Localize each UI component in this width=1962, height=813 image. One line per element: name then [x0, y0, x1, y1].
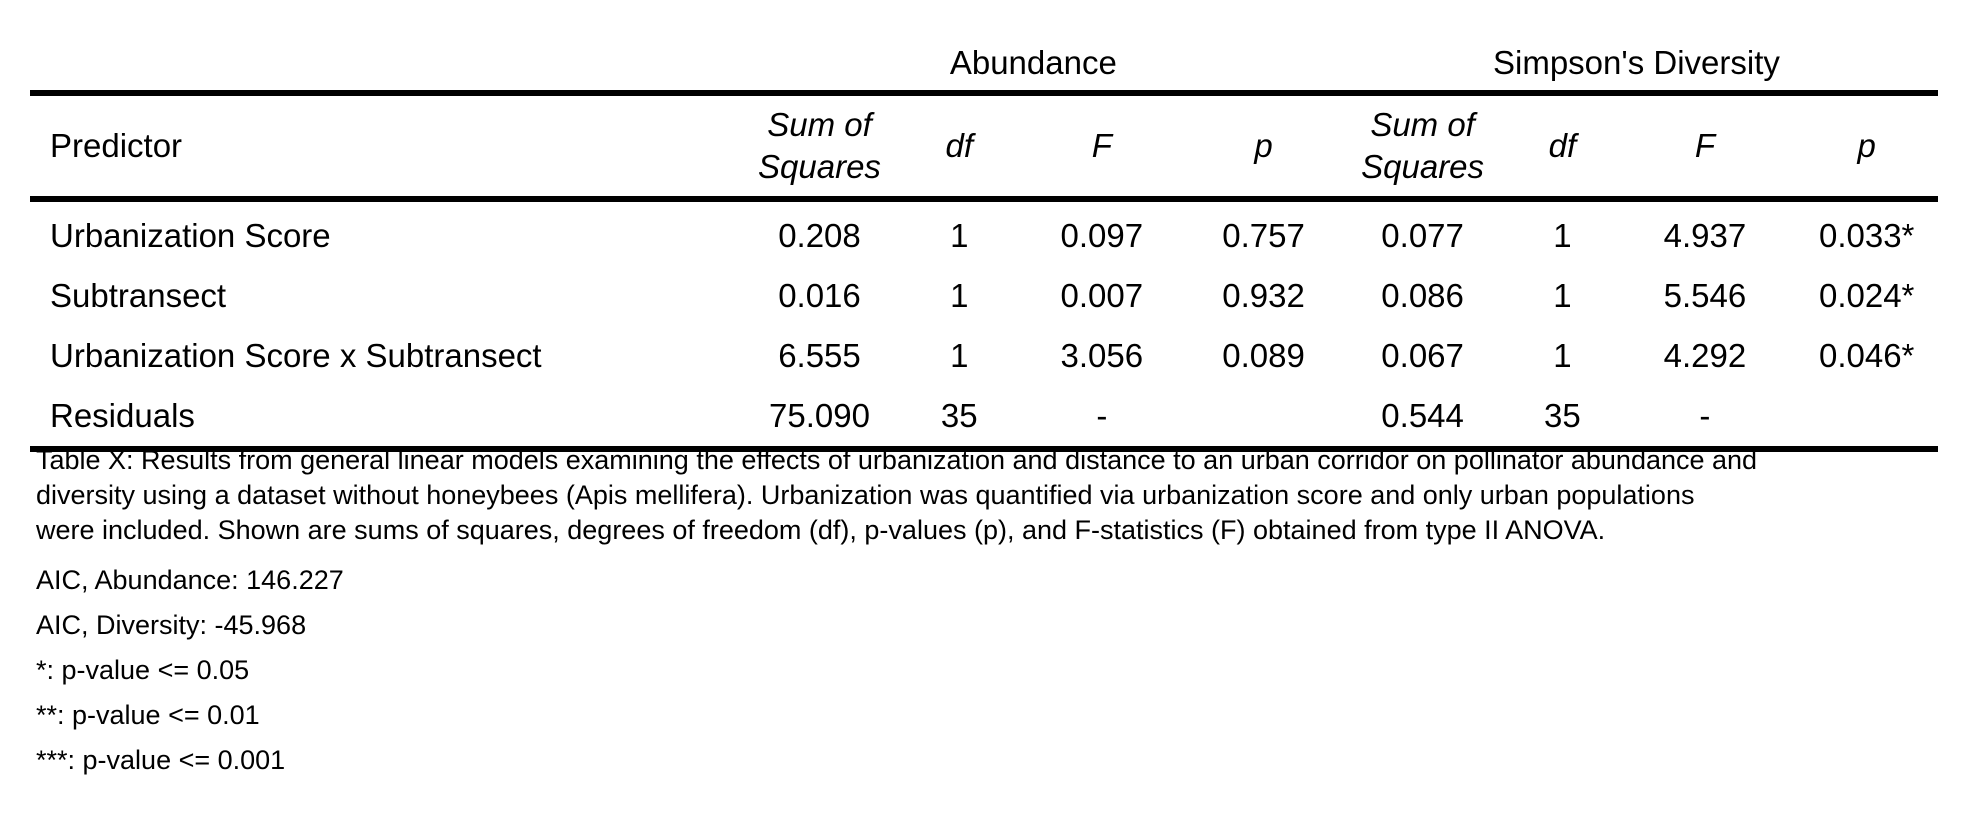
- header-ss-line2: Squares: [1361, 148, 1485, 185]
- table-row: Urbanization Score x Subtransect 6.555 1…: [30, 326, 1938, 386]
- group-header-diversity: Simpson's Diversity: [1334, 30, 1938, 96]
- header-diversity-f: F: [1614, 93, 1796, 202]
- diversity-p-cell: [1795, 386, 1938, 452]
- header-diversity-p: p: [1795, 93, 1938, 202]
- table-notes: AIC, Abundance: 146.227 AIC, Diversity: …: [36, 563, 344, 788]
- aic-abundance-note: AIC, Abundance: 146.227: [36, 565, 344, 595]
- anova-table: Abundance Simpson's Diversity Predictor …: [30, 30, 1938, 452]
- abundance-ss-cell: 0.016: [778, 277, 861, 314]
- diversity-f-cell: 5.546: [1663, 277, 1747, 314]
- table-row: Urbanization Score 0.208 1 0.097 0.757 0…: [30, 199, 1938, 266]
- abundance-df-cell: 1: [950, 277, 969, 314]
- anova-table-container: Abundance Simpson's Diversity Predictor …: [30, 30, 1938, 452]
- abundance-ss-cell: 6.555: [778, 337, 861, 374]
- aic-diversity-note: AIC, Diversity: -45.968: [36, 610, 307, 640]
- significance-note-3: ***: p-value <= 0.001: [36, 745, 286, 775]
- diversity-p-cell: 0.046*: [1818, 337, 1915, 374]
- header-abundance-df: df: [907, 93, 1012, 202]
- abundance-df-cell: 35: [907, 386, 1012, 452]
- diversity-p-cell: 0.024*: [1818, 277, 1915, 314]
- header-diversity-sum-of-squares: Sum of Squares: [1334, 93, 1511, 202]
- caption-line: diversity using a dataset without honeyb…: [36, 480, 1695, 510]
- header-abundance-sum-of-squares: Sum of Squares: [731, 93, 908, 202]
- diversity-df-cell: 35: [1510, 386, 1615, 452]
- header-abundance-p: p: [1192, 93, 1335, 202]
- abundance-df-cell: 1: [950, 337, 969, 374]
- diversity-df-cell: 1: [1553, 337, 1572, 374]
- abundance-p-cell: 0.757: [1222, 217, 1305, 254]
- diversity-ss-cell: 0.086: [1381, 277, 1464, 314]
- diversity-f-cell: 4.937: [1663, 217, 1747, 254]
- header-diversity-df: df: [1510, 93, 1615, 202]
- predictor-cell: Subtransect: [50, 277, 227, 314]
- abundance-f-cell: 0.007: [1060, 277, 1144, 314]
- group-header-abundance: Abundance: [731, 30, 1335, 96]
- header-abundance-f: F: [1011, 93, 1193, 202]
- abundance-p-cell: [1192, 386, 1335, 452]
- header-ss-line2: Squares: [758, 148, 881, 185]
- abundance-df-cell: 1: [950, 217, 969, 254]
- diversity-ss-cell: 0.077: [1381, 217, 1464, 254]
- diversity-df-cell: 1: [1553, 217, 1572, 254]
- diversity-df-cell: 1: [1553, 277, 1572, 314]
- column-header-row: Predictor Sum of Squares df F p Sum of S…: [30, 93, 1938, 202]
- abundance-f-cell: 0.097: [1060, 217, 1144, 254]
- caption-line: were included. Shown are sums of squares…: [36, 515, 1606, 545]
- predictor-cell: Residuals: [30, 386, 732, 452]
- group-header-blank: [30, 30, 732, 96]
- diversity-ss-cell: 0.067: [1381, 337, 1464, 374]
- table-row: Subtransect 0.016 1 0.007 0.932 0.086 1 …: [30, 266, 1938, 326]
- diversity-p-cell: 0.033*: [1818, 217, 1915, 254]
- header-predictor: Predictor: [30, 93, 732, 202]
- predictor-cell: Urbanization Score x Subtransect: [50, 337, 542, 374]
- significance-note-1: *: p-value <= 0.05: [36, 655, 250, 685]
- caption-line: Table X: Results from general linear mod…: [36, 445, 1758, 475]
- abundance-p-cell: 0.089: [1222, 337, 1305, 374]
- abundance-ss-cell: 0.208: [778, 217, 861, 254]
- table-row: Residuals 75.090 35 - 0.544 35 -: [30, 386, 1938, 452]
- header-ss-line1: Sum of: [767, 106, 872, 143]
- table-caption: Table X: Results from general linear mod…: [36, 443, 1936, 548]
- diversity-f-cell: -: [1614, 386, 1796, 452]
- predictor-cell: Urbanization Score: [50, 217, 331, 254]
- significance-note-2: **: p-value <= 0.01: [36, 700, 260, 730]
- abundance-f-cell: -: [1011, 386, 1193, 452]
- header-ss-line1: Sum of: [1370, 106, 1475, 143]
- diversity-f-cell: 4.292: [1663, 337, 1747, 374]
- diversity-ss-cell: 0.544: [1334, 386, 1511, 452]
- group-header-row: Abundance Simpson's Diversity: [30, 30, 1938, 96]
- abundance-p-cell: 0.932: [1222, 277, 1305, 314]
- abundance-ss-cell: 75.090: [731, 386, 908, 452]
- abundance-f-cell: 3.056: [1060, 337, 1144, 374]
